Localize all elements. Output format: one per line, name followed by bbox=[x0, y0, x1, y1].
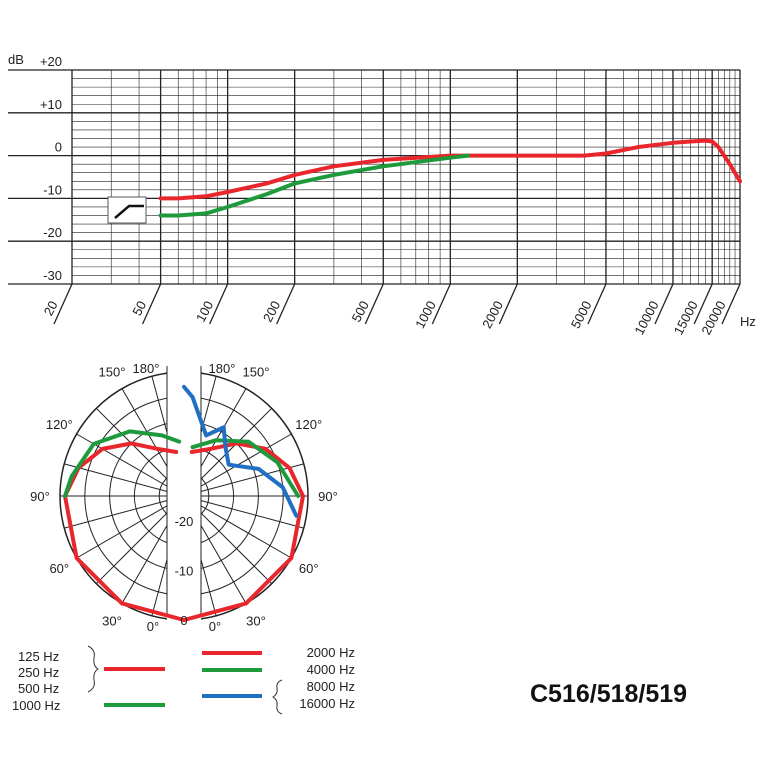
polar-angle-label: 0° bbox=[147, 619, 159, 634]
polar-spoke bbox=[76, 495, 185, 559]
polar-gap bbox=[167, 360, 201, 622]
y-tick-label: +10 bbox=[40, 97, 62, 112]
x-tick-label: 20 bbox=[41, 298, 61, 318]
frequency-series-0 bbox=[158, 138, 742, 201]
x-tick-label: 2000 bbox=[479, 298, 506, 331]
legend-2000hz: 2000 Hz bbox=[307, 645, 355, 660]
polar-radial-label: -10 bbox=[175, 563, 194, 578]
y-tick-label: -30 bbox=[43, 268, 62, 283]
model-name: C516/518/519 bbox=[530, 680, 687, 708]
polar-angle-label: 30° bbox=[102, 614, 122, 629]
x-tick-label: 100 bbox=[193, 298, 216, 324]
polar-right-series-1 bbox=[190, 438, 301, 498]
polar-radial-label: 0 bbox=[180, 613, 187, 628]
x-tick-label: 500 bbox=[348, 298, 371, 324]
polar-angle-label: 180° bbox=[133, 361, 160, 376]
polar-angle-label: 60° bbox=[299, 561, 319, 576]
frequency-curves bbox=[158, 138, 742, 218]
polar-spoke bbox=[64, 495, 185, 529]
polar-radial-label: -20 bbox=[175, 514, 194, 529]
polar-grid bbox=[59, 360, 309, 622]
x-tick-slant bbox=[587, 283, 607, 325]
polar-spoke bbox=[64, 463, 185, 497]
legend-250hz: 250 Hz bbox=[18, 665, 59, 680]
polar-angle-label: 60° bbox=[49, 561, 69, 576]
x-tick-slant bbox=[142, 283, 162, 325]
polar-angle-label: 30° bbox=[246, 614, 266, 629]
legend-125hz: 125 Hz bbox=[18, 649, 59, 664]
x-tick-slant bbox=[53, 283, 73, 325]
polar-angle-labels: 180° 180° 150° 150° 120° 120° 90° 90° 60° 60° 30° 3… bbox=[30, 361, 338, 634]
x-tick-slant bbox=[431, 283, 451, 325]
legend-brace-right bbox=[272, 679, 283, 715]
x-tick-slant bbox=[209, 283, 229, 325]
legend-8000hz: 8000 Hz bbox=[307, 679, 355, 694]
legend-16000hz: 16000 Hz bbox=[299, 696, 355, 711]
polar-radial-labels: -20 -10 0 bbox=[175, 514, 194, 628]
polar-angle-label: 90° bbox=[30, 489, 50, 504]
legend-1000hz: 1000 Hz bbox=[12, 698, 60, 713]
x-tick-label: 200 bbox=[260, 298, 283, 324]
polar-spoke bbox=[183, 495, 292, 559]
x-tick-slant bbox=[654, 283, 674, 325]
y-tick-label: -20 bbox=[43, 225, 62, 240]
legend-500hz: 500 Hz bbox=[18, 681, 59, 696]
x-tick-slant bbox=[721, 283, 741, 325]
x-axis-unit: Hz bbox=[740, 314, 756, 329]
polar-angle-label: 0° bbox=[209, 619, 221, 634]
polar-angle-label: 90° bbox=[318, 489, 338, 504]
x-tick-slant bbox=[364, 283, 384, 325]
legend: 125 Hz 250 Hz 500 Hz 1000 Hz 2000 Hz 400… bbox=[12, 645, 355, 715]
polar-pattern-chart: 180° 180° 150° 150° 120° 120° 90° 90° 60° 60° 30° 3… bbox=[30, 360, 338, 634]
x-tick-label: 50 bbox=[129, 298, 149, 318]
polar-right-series-0 bbox=[182, 441, 305, 622]
x-tick-slant bbox=[498, 283, 518, 325]
y-tick-label: -10 bbox=[43, 182, 62, 197]
polar-angle-label: 120° bbox=[295, 417, 322, 432]
polar-angle-label: 150° bbox=[99, 364, 126, 379]
x-tick-slant bbox=[693, 283, 713, 325]
polar-curves bbox=[63, 384, 305, 622]
highpass-filter-icon bbox=[107, 196, 147, 224]
polar-angle-label: 150° bbox=[243, 364, 270, 379]
legend-4000hz: 4000 Hz bbox=[307, 662, 355, 677]
y-axis-unit: dB bbox=[8, 52, 24, 67]
x-tick-label: 1000 bbox=[412, 298, 439, 331]
polar-spoke bbox=[183, 495, 304, 529]
y-tick-label: +20 bbox=[40, 54, 62, 69]
polar-left-series-1 bbox=[63, 429, 182, 498]
polar-angle-label: 180° bbox=[209, 361, 236, 376]
polar-right-series-2 bbox=[182, 384, 299, 518]
frequency-series-1 bbox=[158, 153, 470, 218]
frequency-response-chart: +20 +10 0 -10 -20 -30 dB 20 50 100 200 500 1000 200… bbox=[8, 52, 756, 337]
y-tick-label: 0 bbox=[55, 140, 62, 155]
frequency-y-ticks: +20 +10 0 -10 -20 -30 bbox=[40, 54, 62, 283]
polar-angle-label: 120° bbox=[46, 417, 73, 432]
x-tick-label: 5000 bbox=[568, 298, 595, 331]
x-tick-slant bbox=[276, 283, 296, 325]
legend-brace-left bbox=[87, 645, 99, 693]
